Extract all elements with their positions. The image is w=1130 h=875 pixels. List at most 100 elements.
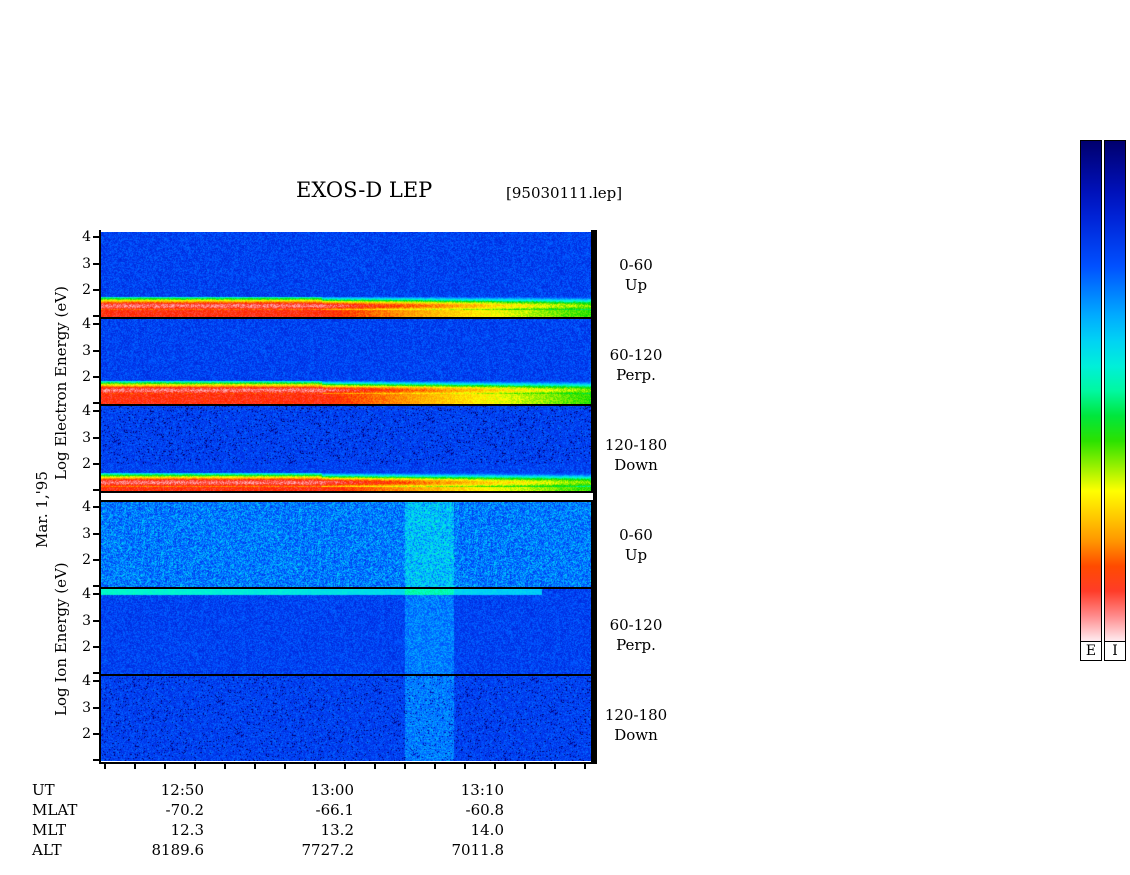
y-tick-mark (93, 672, 99, 674)
spectrogram-electron-down (101, 406, 591, 491)
x-tick-mark (494, 764, 496, 769)
y-tick-label: 2 (82, 638, 91, 655)
x-tick-mark (464, 764, 466, 769)
y-tick-label: 2 (82, 551, 91, 568)
y-tick-label: 4 (82, 403, 91, 420)
y-tick-mark (93, 315, 99, 317)
y-tick-label: 4 (82, 316, 91, 333)
y-tick-mark (93, 732, 99, 735)
y-tick-mark (93, 262, 99, 265)
colorbar-electron (1080, 140, 1102, 642)
ephemeris-label: ALT (32, 841, 62, 859)
colorbar-label-ion: I (1104, 641, 1126, 661)
left-axis (99, 230, 101, 764)
y-tick-mark (93, 489, 99, 491)
panel-divider (101, 317, 593, 319)
ephemeris-value: 8189.6 (151, 841, 205, 859)
y-tick-label: 3 (82, 255, 91, 272)
y-tick-label: 3 (82, 429, 91, 446)
y-tick-label: 4 (82, 499, 91, 516)
y-tick-mark (93, 349, 99, 352)
colorbar-ion (1104, 140, 1126, 642)
y-tick-mark (93, 462, 99, 465)
species-gap (101, 493, 593, 501)
band-label-electron-down: 120-180 Down (604, 436, 668, 474)
file-name: [95030111.lep] (506, 184, 623, 202)
right-border (591, 230, 597, 764)
ephemeris-label: MLT (32, 821, 67, 839)
y-tick-mark (93, 645, 99, 648)
x-tick-mark (104, 764, 106, 769)
panel-divider (101, 404, 593, 406)
x-tick-mark (404, 764, 406, 769)
y-tick-label: 4 (82, 229, 91, 246)
y-tick-mark (93, 323, 99, 326)
x-tick-mark (224, 764, 226, 769)
x-tick-mark (254, 764, 256, 769)
y-tick-mark (93, 236, 99, 239)
y-tick-mark (93, 585, 99, 587)
y-tick-label: 3 (82, 699, 91, 716)
panel-divider (101, 674, 593, 676)
ephemeris-value: -66.1 (315, 801, 354, 819)
y-tick-mark (93, 402, 99, 404)
band-label-ion-perp: 60-120 Perp. (609, 616, 663, 654)
spectrogram-ion-down (101, 676, 591, 761)
ephemeris-value: 13:10 (460, 781, 504, 799)
ephemeris-value: -70.2 (165, 801, 204, 819)
x-tick-mark (314, 764, 316, 769)
panel-divider (101, 587, 593, 589)
y-tick-mark (93, 759, 99, 761)
y-tick-mark (93, 532, 99, 535)
y-tick-label: 3 (82, 612, 91, 629)
y-tick-label: 2 (82, 725, 91, 742)
colorbar-label-electron: E (1080, 641, 1102, 661)
y-tick-label: 2 (82, 455, 91, 472)
y-tick-mark (93, 506, 99, 509)
y-tick-label: 4 (82, 673, 91, 690)
band-label-electron-up: 0-60 Up (619, 256, 653, 294)
x-tick-mark (554, 764, 556, 769)
ephemeris-value: 7727.2 (301, 841, 355, 859)
y-tick-label: 2 (82, 281, 91, 298)
ephemeris-value: 14.0 (470, 821, 504, 839)
y-tick-label: 3 (82, 525, 91, 542)
ephemeris-label: UT (32, 781, 55, 799)
band-label-electron-perp: 60-120 Perp. (609, 346, 663, 384)
y-tick-label: 2 (82, 368, 91, 385)
ephemeris-value: 7011.8 (451, 841, 505, 859)
y-tick-mark (93, 593, 99, 596)
ion-axis-label: Log Ion Energy (eV) (52, 562, 70, 716)
ephemeris-value: 12:50 (160, 781, 204, 799)
x-tick-mark (524, 764, 526, 769)
spectrogram-ion-up (101, 502, 591, 587)
ephemeris-label: MLAT (32, 801, 78, 819)
ephemeris-value: 13:00 (310, 781, 354, 799)
y-tick-mark (93, 680, 99, 683)
y-tick-mark (93, 706, 99, 709)
y-tick-label: 4 (82, 586, 91, 603)
x-tick-mark (584, 764, 586, 769)
x-tick-mark (284, 764, 286, 769)
y-tick-mark (93, 619, 99, 622)
x-tick-mark (374, 764, 376, 769)
spectrogram-electron-up (101, 232, 591, 317)
chart-title: EXOS-D LEP (296, 178, 433, 202)
x-tick-mark (134, 764, 136, 769)
y-tick-mark (93, 375, 99, 378)
panel-divider (101, 491, 593, 493)
y-tick-mark (93, 558, 99, 561)
y-tick-mark (93, 410, 99, 413)
x-axis (99, 762, 597, 764)
date-label: Mar. 1,'95 (33, 471, 51, 548)
band-label-ion-down: 120-180 Down (604, 706, 668, 744)
y-tick-label: 3 (82, 342, 91, 359)
spectrogram-ion-perp (101, 589, 591, 674)
x-tick-mark (344, 764, 346, 769)
x-tick-mark (164, 764, 166, 769)
x-tick-mark (434, 764, 436, 769)
y-tick-mark (93, 288, 99, 291)
spectrogram-electron-perp (101, 319, 591, 404)
x-tick-mark (194, 764, 196, 769)
y-tick-mark (93, 436, 99, 439)
